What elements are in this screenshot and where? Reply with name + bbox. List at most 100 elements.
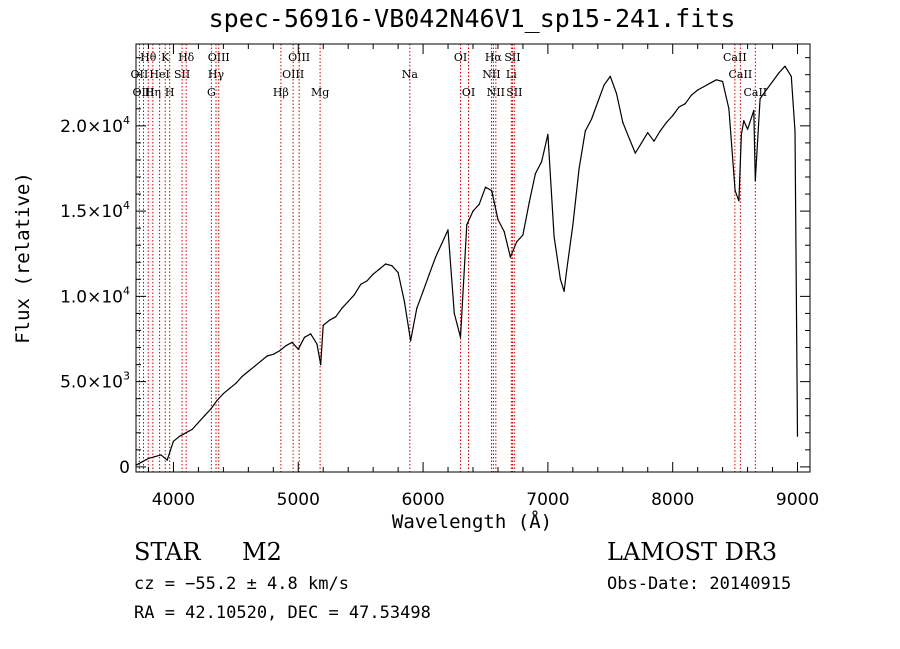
data-point-1 — [141, 461, 143, 463]
data-point-62 — [516, 241, 518, 243]
data-point-47 — [422, 290, 424, 292]
data-point-99 — [738, 200, 740, 202]
data-point-85 — [653, 140, 655, 142]
plot-frame — [135, 43, 811, 473]
line-label-4: K — [161, 51, 170, 64]
data-point-73 — [578, 167, 580, 170]
x-tick-label-9000: 9000 — [776, 490, 819, 510]
line-label-0: Hθ — [140, 51, 157, 64]
data-point-76 — [597, 101, 599, 103]
data-point-21 — [266, 355, 268, 357]
data-point-34 — [341, 307, 343, 309]
object-subclass: M2 — [242, 538, 282, 566]
line-label-13: OIII — [288, 51, 310, 64]
data-point-45 — [410, 340, 412, 342]
data-point-44 — [403, 300, 405, 303]
x-tick-label-8000: 8000 — [651, 490, 694, 510]
line-label-9: OIII — [208, 51, 230, 64]
data-point-80 — [622, 121, 624, 123]
data-point-20 — [260, 360, 262, 362]
data-point-66 — [541, 161, 543, 163]
x-tick-label-4000: 4000 — [152, 490, 195, 510]
data-point-79 — [615, 92, 618, 95]
data-point-33 — [335, 316, 337, 318]
data-point-35 — [347, 300, 349, 303]
y-tick-label-5000: 5.0×103 — [60, 370, 130, 393]
line-label-19: Hα — [485, 51, 503, 64]
data-point-67 — [547, 133, 549, 135]
data-point-7 — [179, 435, 181, 437]
data-point-59 — [497, 219, 499, 221]
data-point-16 — [235, 382, 237, 384]
data-point-8 — [185, 432, 187, 434]
data-point-63 — [522, 234, 524, 236]
data-point-95 — [715, 79, 718, 81]
data-point-109 — [784, 65, 786, 67]
coordinates: RA = 42.10520, DEC = 47.53498 — [134, 603, 431, 623]
data-point-106 — [765, 89, 767, 91]
data-point-111 — [794, 130, 796, 132]
data-point-11 — [204, 415, 206, 417]
line-label-24: SII — [506, 86, 522, 99]
data-point-69 — [559, 278, 562, 280]
line-label-26: CaII — [729, 68, 753, 81]
line-label-6: H — [165, 86, 175, 99]
x-tick-label-6000: 6000 — [401, 490, 444, 510]
line-label-22: SII — [504, 51, 520, 64]
data-point-36 — [353, 294, 355, 296]
data-point-83 — [640, 142, 643, 144]
data-point-97 — [728, 108, 730, 110]
data-point-58 — [491, 190, 493, 192]
data-point-22 — [272, 353, 274, 355]
data-point-43 — [397, 271, 399, 274]
data-point-26 — [297, 348, 299, 350]
data-point-108 — [778, 72, 780, 74]
line-label-11: G — [207, 86, 216, 99]
line-label-12: Hβ — [273, 86, 289, 99]
data-point-39 — [372, 273, 374, 275]
data-point-102 — [747, 128, 749, 130]
data-point-3 — [154, 456, 156, 458]
line-label-16: Na — [402, 68, 419, 81]
line-label-8: SII — [174, 68, 190, 81]
data-point-88 — [672, 115, 674, 117]
data-point-29 — [316, 343, 318, 345]
line-label-2: OIII — [132, 86, 154, 99]
data-point-98 — [734, 190, 736, 192]
line-label-3: HeI — [149, 68, 169, 81]
data-point-41 — [385, 263, 387, 265]
line-label-1: OII — [131, 68, 149, 81]
data-point-30 — [320, 364, 322, 366]
spectrum-series — [135, 65, 799, 466]
line-label-27: CaII — [743, 86, 767, 99]
data-point-54 — [466, 224, 468, 226]
data-point-101 — [743, 120, 745, 122]
line-label-17: OI — [454, 51, 467, 64]
data-point-52 — [453, 312, 455, 314]
data-point-112 — [796, 435, 799, 437]
x-tick-label-5000: 5000 — [277, 490, 320, 510]
data-point-56 — [478, 203, 480, 205]
data-point-105 — [759, 98, 761, 100]
data-point-110 — [790, 75, 792, 77]
y-axis-label: Flux (relative) — [12, 172, 34, 344]
data-point-77 — [603, 84, 605, 86]
data-point-90 — [684, 103, 686, 105]
data-point-82 — [634, 152, 636, 154]
data-point-87 — [665, 121, 668, 123]
observation-date: Obs-Date: 20140915 — [607, 574, 792, 594]
data-point-61 — [509, 256, 511, 258]
data-point-92 — [697, 89, 699, 91]
line-label-18: OI — [462, 86, 475, 99]
line-label-14: OIII — [282, 68, 304, 81]
x-axis: 4000 5000 6000 7000 8000 9000 — [147, 44, 819, 510]
data-point-6 — [172, 440, 174, 442]
y-tick-label-15000: 1.5×104 — [60, 199, 130, 222]
y-tick-label-0: 0 — [119, 458, 130, 478]
data-point-53 — [459, 336, 462, 338]
data-point-48 — [428, 273, 430, 275]
y-tick-label-20000: 2.0×104 — [60, 114, 130, 137]
line-label-20: NII — [482, 68, 500, 81]
data-point-17 — [241, 375, 243, 378]
series-line-spectrum — [135, 65, 799, 466]
